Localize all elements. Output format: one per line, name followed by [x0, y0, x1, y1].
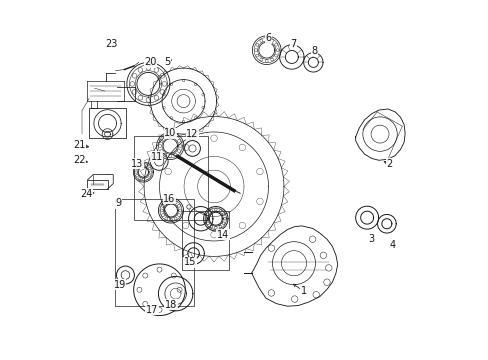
Text: 1: 1: [300, 286, 306, 296]
Text: 16: 16: [163, 194, 175, 204]
Text: 24: 24: [80, 189, 92, 199]
Text: 3: 3: [368, 234, 374, 244]
Text: 23: 23: [105, 40, 117, 49]
Text: 17: 17: [145, 305, 158, 315]
Text: 11: 11: [150, 152, 163, 162]
Text: 22: 22: [73, 155, 85, 165]
Text: 10: 10: [164, 129, 176, 138]
Text: 2: 2: [386, 159, 392, 169]
Text: 18: 18: [164, 300, 177, 310]
Text: 7: 7: [289, 40, 296, 49]
Text: 9: 9: [115, 198, 121, 208]
Text: 13: 13: [130, 159, 143, 169]
Bar: [115, 199, 194, 306]
Text: 8: 8: [310, 46, 317, 56]
Text: 21: 21: [73, 140, 85, 150]
Text: 14: 14: [216, 230, 229, 239]
Text: 4: 4: [388, 240, 394, 250]
Text: 19: 19: [113, 280, 125, 290]
Bar: [182, 211, 228, 270]
Text: 15: 15: [183, 257, 196, 267]
Text: 6: 6: [264, 33, 271, 43]
Text: 20: 20: [143, 57, 156, 67]
Text: 12: 12: [186, 129, 198, 139]
Text: 5: 5: [164, 57, 170, 67]
Bar: [134, 136, 207, 220]
Bar: [88, 108, 126, 138]
